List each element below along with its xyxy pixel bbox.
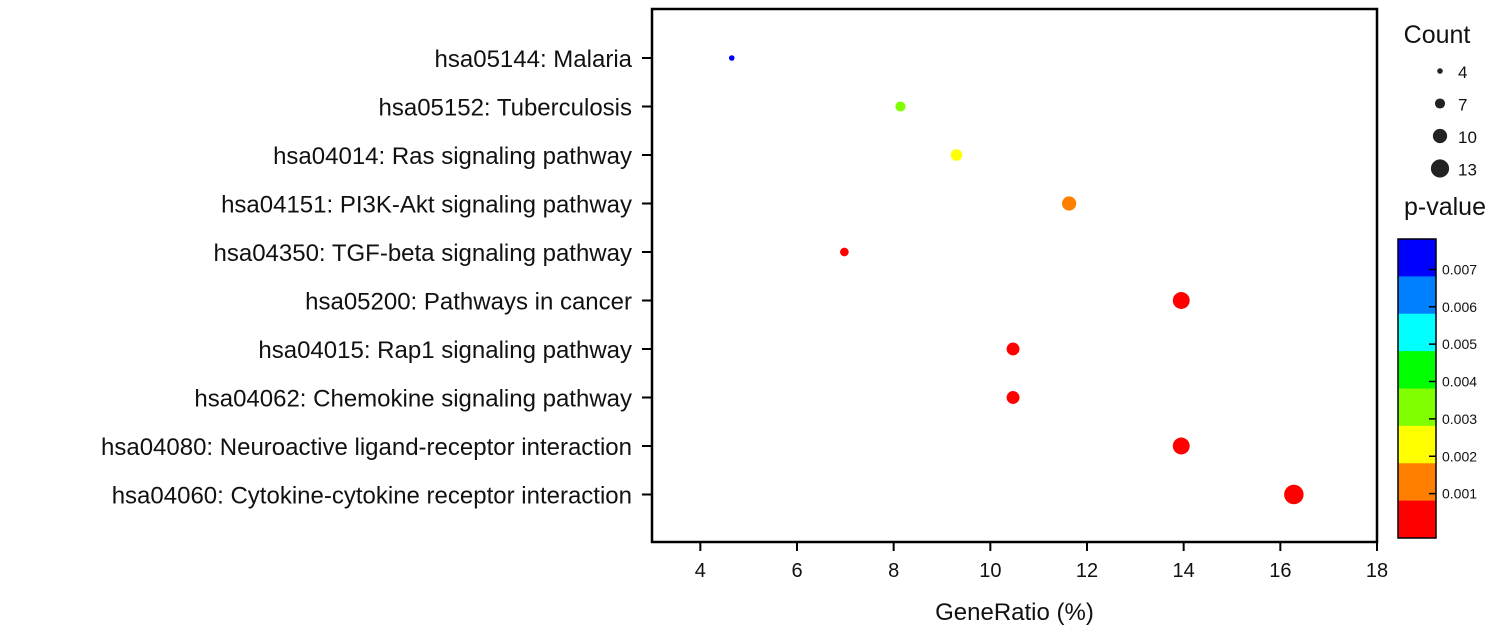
size-legend-dot [1437, 68, 1443, 74]
size-legend-dot [1432, 128, 1448, 144]
size-legend-label: 7 [1458, 96, 1467, 115]
color-legend-label: 0.002 [1442, 448, 1477, 464]
color-legend-swatch [1398, 500, 1436, 539]
data-point [1284, 484, 1304, 505]
y-tick-label: hsa04151: PI3K-Akt signaling pathway [221, 192, 632, 219]
size-legend-dot [1430, 159, 1450, 178]
data-point [1172, 292, 1190, 309]
y-tick-label: hsa04080: Neuroactive ligand-receptor in… [101, 434, 632, 461]
y-tick-label: hsa04014: Ras signaling pathway [273, 143, 632, 170]
y-tick-label: hsa04015: Rap1 signaling pathway [258, 337, 632, 364]
y-axis-ticks [642, 57, 652, 496]
color-legend-swatch [1398, 425, 1436, 464]
size-legend-label: 4 [1458, 63, 1467, 82]
x-tick-label: 4 [695, 560, 706, 582]
color-legend-label: 0.006 [1442, 299, 1477, 315]
x-axis-title: GeneRatio (%) [935, 599, 1094, 626]
x-tick-label: 18 [1366, 560, 1388, 582]
color-legend-label: 0.004 [1442, 374, 1477, 390]
color-legend-title: p-value [1404, 193, 1486, 221]
color-legend-label: 0.001 [1442, 486, 1477, 502]
x-tick-label: 10 [979, 560, 1001, 582]
y-tick-label: hsa05144: Malaria [435, 46, 633, 73]
color-legend-swatch [1398, 276, 1436, 315]
color-legend-swatch [1398, 313, 1436, 352]
x-tick-label: 12 [1076, 560, 1098, 582]
plot-frame [650, 7, 1379, 544]
color-legend-swatch [1398, 351, 1436, 389]
color-legend-swatch [1398, 239, 1436, 277]
x-tick-label: 6 [791, 560, 802, 582]
data-point [1006, 391, 1020, 404]
color-legend: p-value 0.007 0.006 0.005 0.004 0.003 0.002 0.… [1397, 193, 1486, 539]
color-legend-swatch [1398, 463, 1436, 502]
data-point [950, 149, 963, 161]
data-point [840, 247, 849, 257]
color-legend-label: 0.005 [1442, 336, 1477, 352]
color-legend-label: 0.007 [1442, 261, 1477, 277]
data-point [728, 55, 735, 61]
color-legend-frame [1397, 238, 1437, 539]
y-axis-labels: hsa05144: Malaria hsa05152: Tuberculosis h… [101, 46, 633, 510]
x-tick-label: 8 [888, 560, 899, 582]
size-legend-title: Count [1404, 21, 1471, 49]
y-tick-label: hsa04350: TGF-beta signaling pathway [214, 240, 633, 267]
y-tick-label: hsa04060: Cytokine-cytokine receptor int… [112, 483, 632, 510]
data-point [1061, 196, 1077, 211]
color-legend-label: 0.003 [1442, 411, 1477, 427]
data-points [728, 55, 1304, 505]
data-point [1006, 342, 1020, 356]
x-tick-label: 14 [1173, 560, 1195, 582]
size-legend-dot [1434, 98, 1446, 109]
x-tick-label: 16 [1269, 560, 1291, 582]
y-tick-label: hsa04062: Chemokine signaling pathway [194, 386, 632, 413]
color-legend-swatch [1398, 388, 1436, 427]
data-point [1172, 437, 1190, 455]
size-legend: Count 4 7 10 13 [1404, 21, 1477, 180]
data-point [895, 101, 906, 112]
y-tick-label: hsa05152: Tuberculosis [379, 95, 633, 122]
size-legend-label: 13 [1458, 161, 1477, 180]
size-legend-label: 10 [1458, 128, 1477, 147]
y-tick-label: hsa05200: Pathways in cancer [305, 289, 632, 316]
x-axis: 4 6 8 10 12 14 16 18 [695, 542, 1388, 582]
